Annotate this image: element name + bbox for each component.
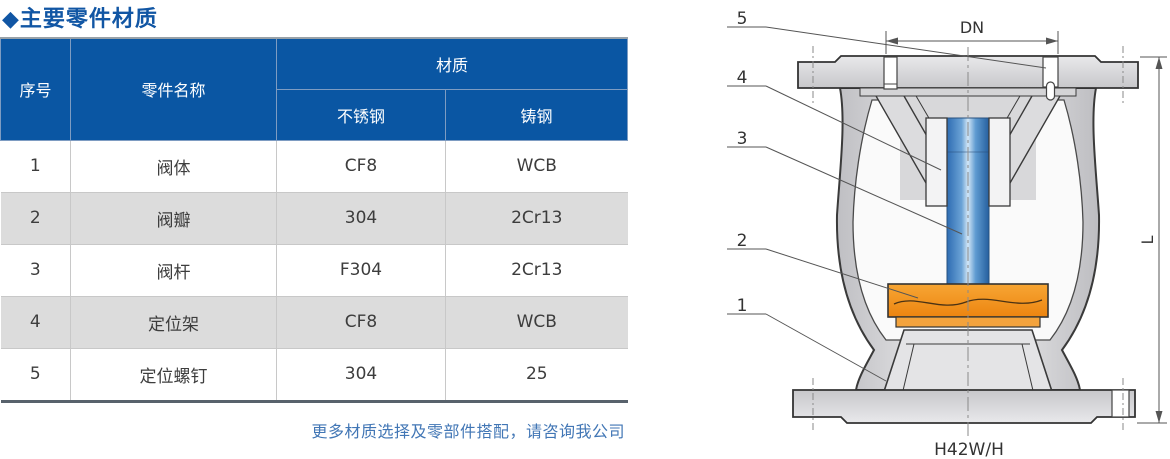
table-row: 3 阀杆 F304 2Cr13 (0, 243, 628, 296)
cell-stainless: CF8 (276, 295, 446, 348)
cell-part: 阀瓣 (70, 191, 277, 244)
l-dimension (1137, 56, 1167, 424)
header-cell-stainless: 不锈钢 (276, 88, 446, 141)
dn-label: DN (960, 18, 984, 37)
materials-table: 序号 零件名称 材质 不锈钢 铸钢 1 阀体 CF8 WCB 2 (0, 37, 629, 403)
page-title: ◆主要零件材质 (2, 7, 158, 32)
table-row: 1 阀体 CF8 WCB (0, 139, 628, 192)
model-label: H42W/H (934, 440, 1004, 459)
header-cell-material: 材质 (275, 37, 629, 90)
cell-stainless: F304 (276, 243, 446, 296)
cell-cast: 2Cr13 (444, 191, 628, 244)
cell-part: 阀杆 (70, 243, 277, 296)
cell-no: 5 (0, 347, 71, 401)
stem-guide-bars (925, 117, 1011, 207)
cell-no: 3 (0, 243, 71, 296)
cell-no: 4 (0, 295, 71, 348)
header-cell-no: 序号 (0, 37, 71, 141)
l-label: L (1138, 235, 1157, 244)
centerline (812, 46, 1124, 437)
cell-no: 2 (0, 191, 71, 244)
cell-stainless: 304 (276, 191, 446, 244)
header-cell-part-name: 零件名称 (70, 37, 277, 141)
table-row: 4 定位架 CF8 WCB (0, 295, 628, 348)
materials-section: ◆主要零件材质 序号 零件名称 材质 不锈钢 铸钢 1 阀体 CF8 (0, 7, 629, 441)
cell-part: 阀体 (70, 139, 277, 192)
cell-stainless: CF8 (276, 139, 446, 192)
bolt-hole (883, 56, 1130, 418)
callout-3: 3 (737, 129, 748, 149)
table-note: 更多材质选择及零部件搭配，请咨询我公司 (311, 421, 625, 441)
cell-cast: 2Cr13 (444, 243, 628, 296)
cell-part: 定位螺钉 (70, 347, 277, 401)
cell-cast: 25 (444, 347, 628, 401)
callout-2: 2 (737, 231, 748, 251)
cell-cast: WCB (444, 295, 628, 348)
cell-stainless: 304 (276, 347, 446, 401)
cell-part: 定位架 (70, 295, 277, 348)
header-cell-cast: 铸钢 (444, 88, 629, 141)
cell-no: 1 (0, 139, 71, 192)
callout-leaders (727, 26, 1047, 382)
callout-5: 5 (737, 9, 748, 29)
valve-diagram: DN L 5 4 3 2 1 H42W/H (727, 9, 1167, 459)
positioning-screw (1042, 56, 1059, 101)
dn-dimension (885, 31, 1059, 54)
bottom-flange (792, 389, 1136, 424)
callout-4: 4 (737, 68, 748, 88)
callout-1: 1 (737, 296, 748, 316)
table-row: 2 阀瓣 304 2Cr13 (0, 191, 628, 244)
table-row: 5 定位螺钉 304 25 (0, 347, 628, 401)
cell-cast: WCB (444, 139, 628, 192)
